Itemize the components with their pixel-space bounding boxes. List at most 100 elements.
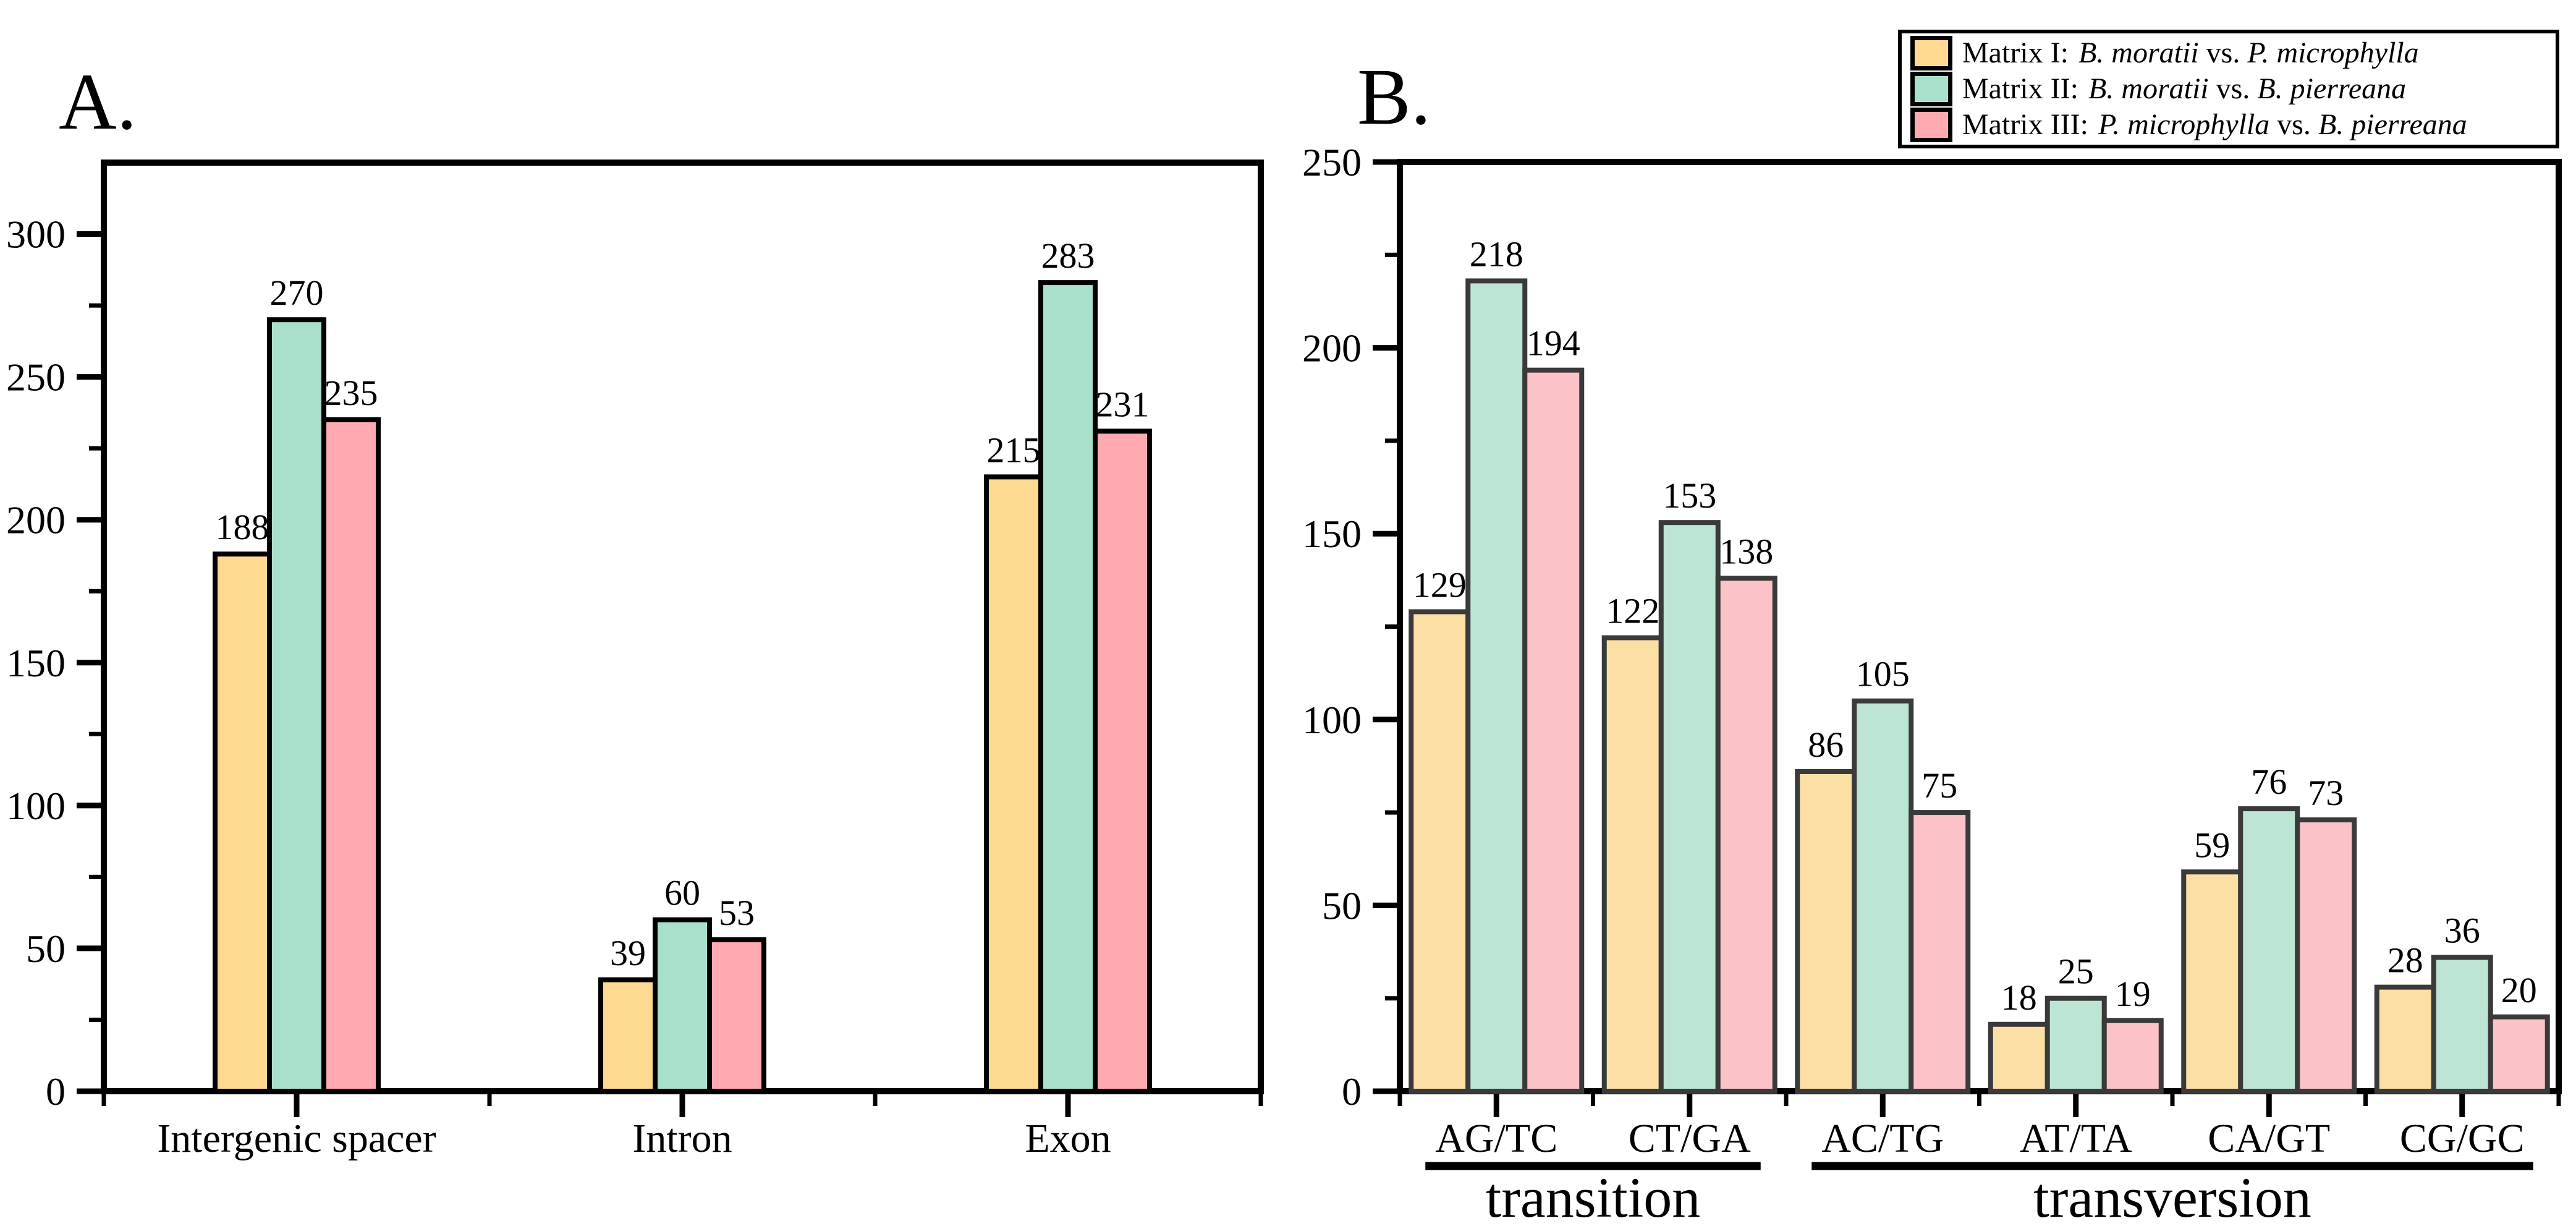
legend-item: Matrix II: B. moratii vs. B. pierreana: [1910, 72, 2552, 106]
bar-value-label: 19: [2115, 974, 2151, 1014]
bar: [1988, 1021, 2050, 1094]
bar: [2101, 1018, 2164, 1094]
bar-value-label: 283: [1041, 236, 1095, 276]
y-tick-label: 0: [1342, 1070, 1362, 1113]
bar-value-label: 231: [1096, 384, 1150, 424]
y-tick-label: 50: [26, 927, 66, 971]
bar-value-label: 194: [1527, 323, 1580, 364]
bar: [984, 474, 1043, 1094]
legend-species-a: B. moratii: [2078, 36, 2199, 69]
bar: [1909, 810, 1971, 1094]
bar: [1715, 576, 1777, 1094]
bar-value-label: 76: [2251, 762, 2287, 802]
bar-value-label: 59: [2194, 825, 2230, 865]
legend-label: Matrix II: B. moratii vs. B. pierreana: [1962, 74, 2406, 104]
bar: [1093, 428, 1152, 1094]
bar: [707, 937, 766, 1094]
category-label: CA/GT: [2208, 1116, 2330, 1161]
y-tick-label: 50: [1322, 883, 1362, 927]
category-label: Exon: [1025, 1116, 1111, 1161]
legend-species-b: P. microphylla: [2247, 36, 2419, 69]
y-tick-label: 150: [1302, 512, 1362, 556]
category-label: AC/TG: [1821, 1116, 1944, 1161]
category-label: CT/GA: [1629, 1116, 1751, 1161]
legend-vs: vs.: [2206, 36, 2240, 69]
substitution-group-label: transition: [1486, 1166, 1701, 1226]
y-tick-label: 0: [46, 1070, 66, 1113]
panel-b-title: B.: [1357, 53, 1431, 142]
bar: [2044, 995, 2107, 1094]
legend-swatch-matrix-3: [1910, 108, 1952, 142]
bar-value-label: 86: [1808, 725, 1844, 765]
bar: [1795, 768, 1857, 1094]
bar: [1658, 520, 1721, 1094]
legend-swatch-matrix-2: [1910, 72, 1952, 106]
y-tick-label: 100: [1302, 698, 1362, 742]
bar: [598, 977, 658, 1094]
bar-value-label: 36: [2444, 911, 2480, 951]
legend: Matrix I: B. moratii vs. P. microphylla M…: [1898, 30, 2559, 148]
bar-value-label: 73: [2308, 773, 2344, 813]
legend-series-name: Matrix I:: [1962, 36, 2069, 69]
bar-value-label: 129: [1413, 564, 1467, 605]
legend-label: Matrix I: B. moratii vs. P. microphylla: [1962, 38, 2419, 68]
bar: [1038, 280, 1098, 1094]
bar-value-label: 39: [610, 933, 646, 973]
bar: [1409, 609, 1471, 1094]
legend-item: Matrix III: P. microphylla vs. B. pierrea…: [1910, 108, 2552, 142]
bar-value-label: 188: [216, 507, 269, 547]
bar-value-label: 218: [1470, 234, 1523, 274]
bar: [2488, 1014, 2550, 1094]
bar-value-label: 60: [664, 873, 700, 913]
category-label: AG/TC: [1435, 1116, 1557, 1161]
legend-item: Matrix I: B. moratii vs. P. microphylla: [1910, 36, 2552, 70]
bar-value-label: 75: [1921, 765, 1957, 806]
bar: [2374, 984, 2436, 1094]
y-tick-label: 200: [6, 498, 66, 542]
bar-value-label: 53: [719, 893, 755, 933]
legend-vs: vs.: [2277, 108, 2311, 141]
bar-value-label: 18: [2001, 977, 2037, 1018]
bar: [267, 317, 326, 1094]
bar: [1601, 635, 1664, 1094]
category-label: Intergenic spacer: [157, 1116, 436, 1161]
bar: [321, 417, 381, 1094]
bar-value-label: 105: [1856, 654, 1910, 694]
substitution-group-label: transversion: [2033, 1166, 2311, 1226]
bar: [2238, 806, 2300, 1094]
bar: [1852, 698, 1914, 1094]
y-tick-label: 250: [6, 355, 66, 399]
bar: [1522, 367, 1585, 1094]
legend-series-name: Matrix III:: [1962, 108, 2088, 141]
bar-value-label: 20: [2501, 970, 2537, 1010]
legend-species-a: P. microphylla: [2098, 108, 2270, 141]
legend-species-a: B. moratii: [2088, 72, 2209, 105]
legend-species-b: B. pierreana: [2318, 108, 2467, 141]
bar-value-label: 28: [2387, 940, 2423, 981]
legend-series-name: Matrix II:: [1962, 72, 2078, 105]
y-tick-label: 250: [1302, 140, 1362, 184]
bar: [213, 551, 272, 1094]
y-tick-label: 200: [1302, 326, 1362, 370]
bar-value-label: 270: [270, 273, 324, 313]
category-label: AT/TA: [2020, 1116, 2132, 1161]
bar: [2295, 817, 2357, 1094]
legend-swatch-matrix-1: [1910, 36, 1952, 70]
legend-species-b: B. pierreana: [2257, 72, 2407, 105]
bar-value-label: 138: [1719, 531, 1773, 571]
bar: [2431, 955, 2493, 1094]
bar: [653, 917, 712, 1094]
category-label: CG/GC: [2400, 1116, 2525, 1161]
bar-value-label: 25: [2058, 951, 2094, 992]
y-tick-label: 300: [6, 213, 66, 257]
y-tick-label: 150: [6, 641, 66, 685]
bar: [2181, 869, 2243, 1094]
y-tick-label: 100: [6, 784, 66, 828]
legend-vs: vs.: [2216, 72, 2250, 105]
category-label: Intron: [632, 1116, 732, 1161]
bar: [1465, 278, 1528, 1094]
bar-value-label: 235: [324, 373, 378, 413]
legend-label: Matrix III: P. microphylla vs. B. pierrea…: [1962, 110, 2467, 140]
